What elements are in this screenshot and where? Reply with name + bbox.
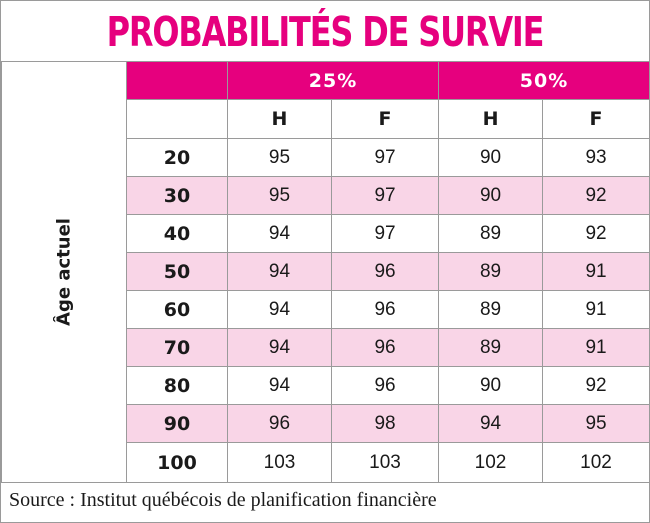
age-cell: 80 [126,366,228,405]
age-cell: 100 [126,442,228,483]
value-cell: 91 [542,290,650,329]
value-cell: 92 [542,366,650,405]
value-cell: 97 [330,176,440,215]
age-cell: 20 [126,138,228,177]
value-cell: 95 [227,138,332,177]
value-cell: 91 [542,328,650,367]
table-row: 100 103 103 102 102 [2,442,650,483]
value-cell: 92 [542,214,650,253]
group-header-blank [126,61,228,100]
value-cell: 96 [330,366,440,405]
value-cell: 96 [330,252,440,291]
table-row: 20 95 97 90 93 [2,138,650,177]
table-row: 80 94 96 90 92 [2,366,650,405]
sex-header: F [330,99,440,139]
table-row: 70 94 96 89 91 [2,328,650,367]
value-cell: 89 [438,252,544,291]
value-cell: 91 [542,252,650,291]
value-cell: 94 [227,366,332,405]
table-row: 60 94 96 89 91 [2,290,650,329]
table-title: PROBABILITÉS DE SURVIE [106,8,545,56]
age-cell: 50 [126,252,228,291]
value-cell: 94 [227,252,332,291]
side-label: Âge actuel [53,218,75,326]
value-cell: 92 [542,176,650,215]
value-cell: 95 [542,404,650,443]
age-cell: 30 [126,176,228,215]
side-axis-cell: Âge actuel [1,61,127,483]
survival-table: Âge actuel 25% 50% H F H F 20 95 97 90 9… [1,61,650,483]
sex-header: H [438,99,544,139]
table-row: 40 94 97 89 92 [2,214,650,253]
age-cell: 70 [126,328,228,367]
value-cell: 98 [330,404,440,443]
table-row: 50 94 96 89 91 [2,252,650,291]
sex-header-blank [126,99,228,139]
value-cell: 95 [227,176,332,215]
sex-header: H [227,99,332,139]
value-cell: 94 [227,290,332,329]
value-cell: 90 [438,366,544,405]
group-header-row: Âge actuel 25% 50% [1,61,650,483]
age-cell: 60 [126,290,228,329]
value-cell: 96 [330,328,440,367]
value-cell: 89 [438,290,544,329]
value-cell: 102 [438,442,544,483]
value-cell: 89 [438,328,544,367]
value-cell: 96 [330,290,440,329]
value-cell: 103 [227,442,332,483]
sex-header: F [542,99,650,139]
table-row: 30 95 97 90 92 [2,176,650,215]
value-cell: 94 [227,214,332,253]
group-header-50: 50% [438,61,650,100]
value-cell: 94 [227,328,332,367]
value-cell: 96 [227,404,332,443]
value-cell: 97 [330,138,440,177]
value-cell: 103 [330,442,440,483]
value-cell: 97 [330,214,440,253]
value-cell: 90 [438,176,544,215]
group-header-25: 25% [226,61,440,100]
table-row: 90 96 98 94 95 [2,404,650,443]
source-note: Source : Institut québécois de planifica… [9,489,437,511]
age-cell: 90 [126,404,228,443]
value-cell: 102 [542,442,650,483]
age-cell: 40 [126,214,228,253]
value-cell: 94 [438,404,544,443]
value-cell: 89 [438,214,544,253]
value-cell: 90 [438,138,544,177]
value-cell: 93 [542,138,650,177]
